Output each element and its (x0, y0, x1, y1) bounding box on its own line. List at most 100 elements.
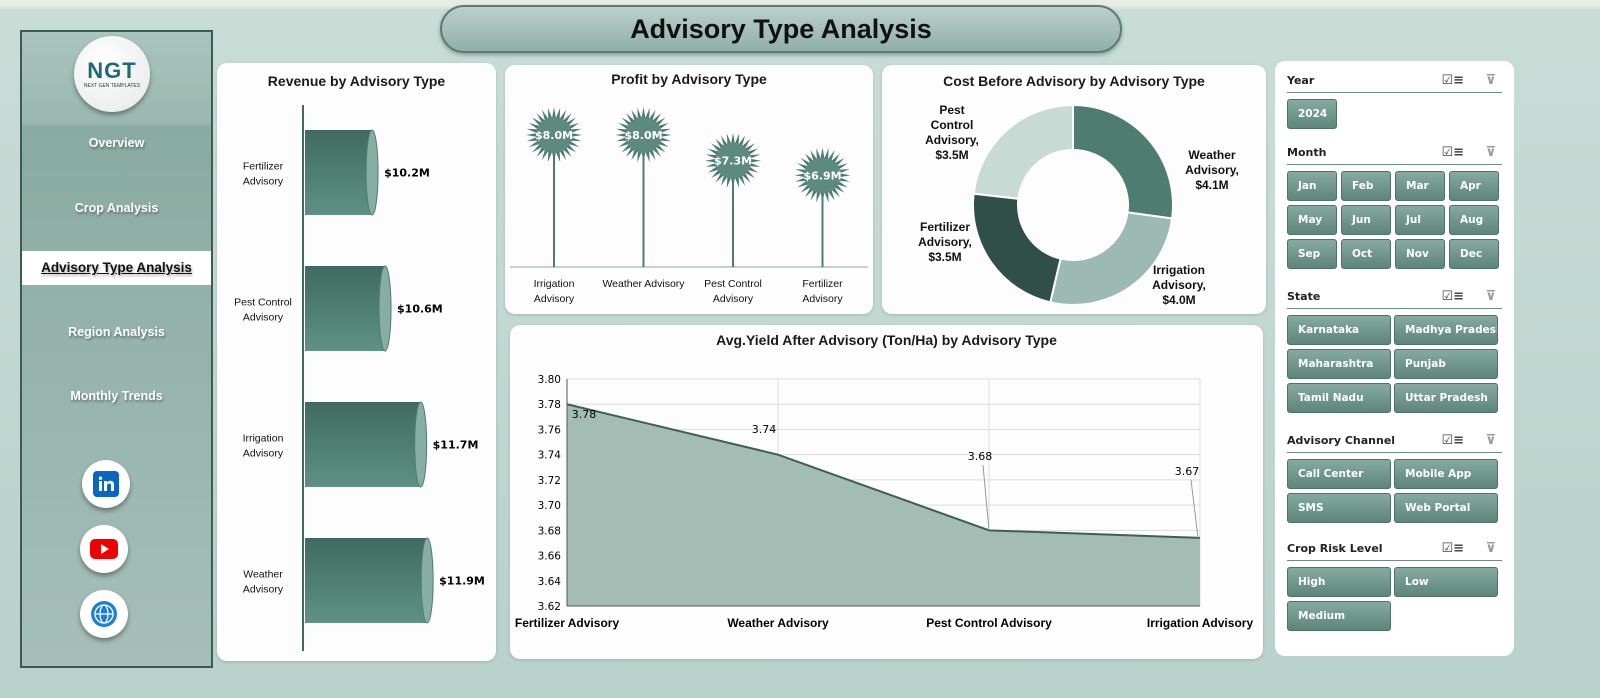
profit-chart-card: Profit by Advisory Type $8.0M Irrigation A… (505, 65, 873, 314)
slicer-item-tamil-nadu[interactable]: Tamil Nadu (1287, 383, 1391, 413)
multi-select-icon[interactable]: ☑≡ (1441, 73, 1464, 88)
sidebar: NGT NEXT GEN TEMPLATES Overview Crop Ana… (20, 30, 213, 668)
slicer-item-mobile-app[interactable]: Mobile App (1394, 459, 1498, 489)
slicer-item-2024[interactable]: 2024 (1287, 99, 1337, 129)
donut-slice (1072, 103, 1174, 220)
slicer-item-jun[interactable]: Jun (1341, 205, 1391, 235)
data-label: 3.67 (1175, 465, 1200, 478)
slicer-item-low[interactable]: Low (1394, 567, 1498, 597)
slicer-item-medium[interactable]: Medium (1287, 601, 1391, 631)
nav-overview[interactable]: Overview (88, 136, 145, 150)
bar (305, 266, 386, 351)
clear-filter-icon[interactable]: ⊽ (1485, 541, 1496, 556)
y-tick-label: 3.72 (538, 475, 561, 487)
slicer-item-madhya-pradesh[interactable]: Madhya Pradesh (1394, 315, 1498, 345)
slicer-item-maharashtra[interactable]: Maharashtra (1287, 349, 1391, 379)
slicer-header-month: Month ☑≡ ⊽ (1287, 143, 1502, 165)
multi-select-icon[interactable]: ☑≡ (1441, 541, 1464, 556)
slicer-item-sep[interactable]: Sep (1287, 239, 1337, 269)
bar-cap (365, 129, 379, 216)
slicer-item-jan[interactable]: Jan (1287, 171, 1337, 201)
slicer-item-aug[interactable]: Aug (1449, 205, 1499, 235)
data-label: 3.74 (752, 423, 777, 436)
youtube-button[interactable] (80, 525, 128, 573)
slicer-item-uttar-pradesh[interactable]: Uttar Pradesh (1394, 383, 1498, 413)
y-tick-label: 3.78 (538, 399, 561, 411)
website-button[interactable] (80, 590, 128, 638)
category-label: Pest Control Advisory (234, 297, 292, 324)
slicer-item-oct[interactable]: Oct (1341, 239, 1391, 269)
logo-text: NGT (87, 57, 137, 83)
slicer-item-feb[interactable]: Feb (1341, 171, 1391, 201)
slicer-title: State (1287, 290, 1321, 303)
slicer-item-call-center[interactable]: Call Center (1287, 459, 1391, 489)
clear-filter-icon[interactable]: ⊽ (1485, 145, 1496, 160)
slicer-header-advisory-channel: Advisory Channel ☑≡ ⊽ (1287, 431, 1502, 453)
slicer-item-may[interactable]: May (1287, 205, 1337, 235)
x-tick-label: Pest Control Advisory (926, 616, 1052, 630)
nav-crop-analysis[interactable]: Crop Analysis (74, 201, 159, 215)
slice-label: Fertilizer Advisory, $3.5M (918, 220, 972, 264)
bar (305, 130, 373, 215)
logo[interactable]: NGT NEXT GEN TEMPLATES (74, 36, 150, 112)
bar-cap (414, 401, 428, 488)
donut-slice (1049, 211, 1174, 306)
starburst-core (715, 142, 751, 179)
slicer-item-sms[interactable]: SMS (1287, 493, 1391, 523)
donut-slice (972, 192, 1062, 304)
slicer-item-apr[interactable]: Apr (1449, 171, 1499, 201)
slicer-item-web-portal[interactable]: Web Portal (1394, 493, 1498, 523)
nav-advisory-type-analysis[interactable]: Advisory Type Analysis (22, 251, 211, 285)
linkedin-button[interactable] (82, 460, 130, 508)
starburst-core (804, 157, 841, 194)
category-label: Fertilizer Advisory (802, 278, 843, 305)
y-tick-label: 3.68 (538, 525, 561, 537)
chart-title: Revenue by Advisory Type (267, 73, 446, 89)
data-label: $8.0M (624, 129, 662, 142)
bar-cap (420, 537, 434, 624)
slicer-item-nov[interactable]: Nov (1395, 239, 1445, 269)
yield-chart-card: Avg.Yield After Advisory (Ton/Ha) by Adv… (510, 325, 1263, 659)
slicer-item-high[interactable]: High (1287, 567, 1391, 597)
multi-select-icon[interactable]: ☑≡ (1441, 433, 1464, 448)
data-label: $11.7M (433, 439, 479, 452)
y-tick-label: 3.76 (538, 424, 562, 436)
x-tick-label: Fertilizer Advisory (515, 616, 620, 630)
slicer-header-crop-risk-level: Crop Risk Level ☑≡ ⊽ (1287, 539, 1502, 561)
slicer-title: Crop Risk Level (1287, 542, 1383, 555)
nav-region-analysis[interactable]: Region Analysis (68, 325, 165, 339)
slicer-item-dec[interactable]: Dec (1449, 239, 1499, 269)
y-tick-label: 3.64 (538, 576, 562, 588)
starburst-core (625, 117, 662, 153)
slicer-item-jul[interactable]: Jul (1395, 205, 1445, 235)
slicer-title: Month (1287, 146, 1327, 159)
clear-filter-icon[interactable]: ⊽ (1485, 73, 1496, 88)
category-label: Weather Advisory (243, 569, 284, 596)
slicer-title: Year (1287, 74, 1315, 87)
cost-chart-card: Cost Before Advisory by Advisory Type We… (882, 65, 1266, 314)
category-label: Weather Advisory (602, 278, 685, 290)
multi-select-icon[interactable]: ☑≡ (1441, 289, 1464, 304)
data-label: $6.9M (803, 169, 841, 182)
slicer-item-punjab[interactable]: Punjab (1394, 349, 1498, 379)
multi-select-icon[interactable]: ☑≡ (1441, 145, 1464, 160)
nav-monthly-trends[interactable]: Monthly Trends (70, 389, 163, 403)
clear-filter-icon[interactable]: ⊽ (1485, 289, 1496, 304)
slicer-item-mar[interactable]: Mar (1395, 171, 1445, 201)
data-label: $11.9M (439, 575, 485, 588)
donut-slice (972, 103, 1074, 200)
starburst-core (536, 117, 572, 153)
category-label: Pest Control Advisory (704, 278, 762, 305)
logo-subtitle: NEXT GEN TEMPLATES (83, 82, 141, 89)
slicer-title: Advisory Channel (1287, 434, 1396, 447)
clear-filter-icon[interactable]: ⊽ (1485, 433, 1496, 448)
bar (305, 402, 421, 487)
leader-line (982, 464, 990, 531)
data-label: $7.3M (714, 155, 752, 168)
y-tick-label: 3.62 (538, 601, 561, 613)
chart-title: Profit by Advisory Type (611, 71, 767, 87)
data-label: $8.0M (535, 129, 573, 142)
y-tick-label: 3.74 (538, 450, 562, 462)
slicer-item-karnataka[interactable]: Karnataka (1287, 315, 1391, 345)
revenue-chart-card: Revenue by Advisory Type Fertilizer Advis… (217, 63, 496, 661)
